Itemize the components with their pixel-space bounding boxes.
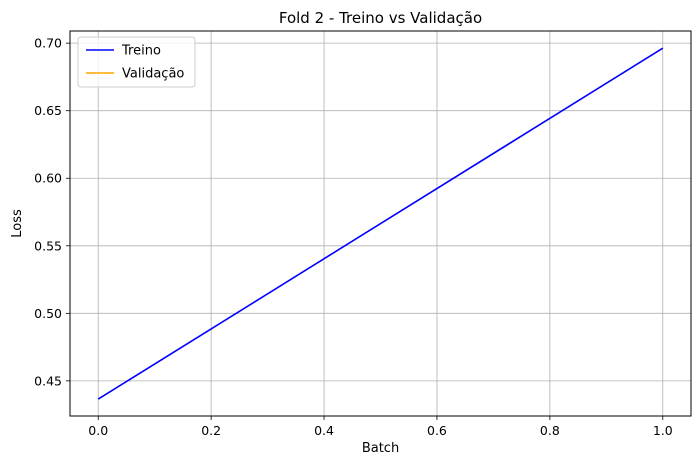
x-tick-label: 0.2 [201,423,221,438]
chart-title: Fold 2 - Treino vs Validação [279,9,482,27]
legend-label: Validação [122,67,184,82]
x-tick-label: 1.0 [653,423,673,438]
x-tick-label: 0.8 [540,423,560,438]
legend-label: Treino [121,44,161,59]
x-tick-label: 0.4 [314,423,334,438]
y-tick-label: 0.50 [34,306,62,321]
x-axis: 0.0 0.2 0.4 0.6 0.8 1.0 [88,416,673,438]
y-axis-label: Loss [10,209,25,238]
plot-frame [69,30,692,417]
y-axis: 0.45 0.50 0.55 0.60 0.65 0.70 [34,36,70,388]
x-tick-label: 0.0 [88,423,108,438]
y-tick-label: 0.60 [34,171,62,186]
grid [70,31,691,416]
series-line-treino [97,47,664,400]
y-tick-label: 0.45 [34,373,62,388]
y-tick-label: 0.55 [34,238,62,253]
x-axis-label: Batch [362,441,399,456]
x-tick-label: 0.6 [427,423,447,438]
y-tick-label: 0.70 [34,36,62,51]
y-tick-label: 0.65 [34,103,62,118]
series-lines [97,47,664,400]
legend: Treino Validação [77,36,196,88]
